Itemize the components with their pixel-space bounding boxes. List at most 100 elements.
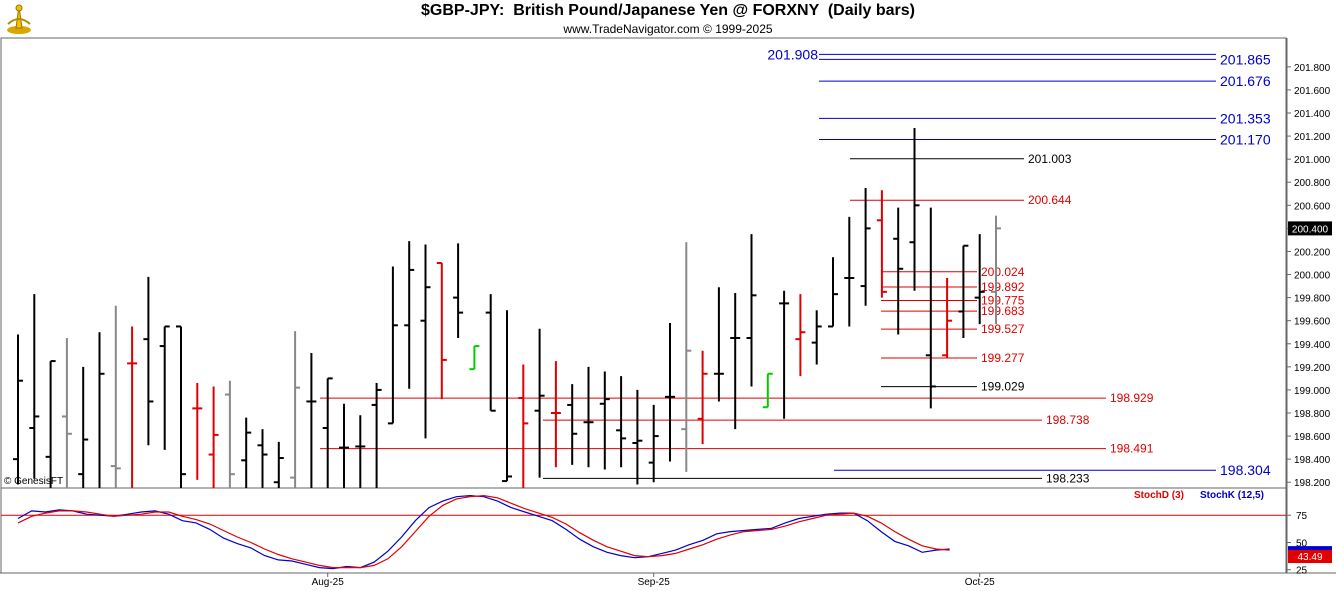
price-axis-tick-label: 198.200 xyxy=(1294,478,1331,489)
price-axis-tick-label: 200.600 xyxy=(1294,201,1331,212)
ohlc-bar xyxy=(159,325,170,450)
ohlc-bar xyxy=(795,294,806,377)
ohlc-bar xyxy=(518,364,529,488)
ohlc-bar xyxy=(224,380,235,488)
ohlc-bar xyxy=(192,383,203,480)
price-level-label: 201.865 xyxy=(1220,51,1271,67)
time-axis-tick-label: Aug-25 xyxy=(312,577,345,588)
ohlc-bar xyxy=(208,386,219,488)
ohlc-bar xyxy=(958,244,969,338)
price-axis-tick-label: 198.600 xyxy=(1294,432,1331,443)
price-axis-tick-label: 201.400 xyxy=(1294,109,1331,120)
price-axis-tick-label: 199.000 xyxy=(1294,386,1331,397)
ohlc-bar xyxy=(828,257,838,328)
ohlc-bar xyxy=(860,188,871,306)
ohlc-bar xyxy=(502,310,512,483)
price-axis-tick-label: 201.800 xyxy=(1294,63,1331,74)
price-axis-tick-label: 200.000 xyxy=(1294,271,1331,282)
ohlc-bar xyxy=(632,389,643,485)
ohlc-bar xyxy=(78,366,89,488)
ohlc-bar xyxy=(127,326,138,488)
ohlc-bar xyxy=(697,350,708,445)
ohlc-bar xyxy=(290,331,301,488)
ohlc-bar xyxy=(241,417,252,488)
price-level-label: 198.233 xyxy=(1046,471,1090,485)
ohlc-bar xyxy=(616,376,627,468)
price-level-label: 201.676 xyxy=(1220,73,1271,89)
ohlc-bar xyxy=(371,383,382,488)
price-level-label: 199.775 xyxy=(981,294,1025,308)
price-level-label: 199.683 xyxy=(981,304,1025,318)
ohlc-bar xyxy=(876,190,887,298)
ohlc-bar xyxy=(991,215,1001,325)
ohlc-bar xyxy=(942,278,953,358)
ohlc-bar xyxy=(110,305,121,488)
ohlc-bar xyxy=(811,310,822,365)
stochastic-layer: 75 50 25 43.49 StochD (3) StochK (12,5) xyxy=(1,490,1332,577)
price-level-label: 199.527 xyxy=(981,322,1025,336)
ohlc-bar xyxy=(404,241,415,389)
ohlc-bar xyxy=(61,338,72,488)
time-axis-labels: Aug-25 Sep-25 Oct-25 xyxy=(312,573,995,588)
ohlc-bar xyxy=(355,415,366,488)
ohlc-bar xyxy=(469,345,480,371)
ohlc-bar xyxy=(273,441,284,488)
ohlc-bar xyxy=(176,325,186,488)
price-level-label: 200.644 xyxy=(1028,193,1072,207)
ohlc-bar xyxy=(909,128,920,291)
ohlc-bar xyxy=(420,244,431,439)
ohlc-bar xyxy=(844,216,855,327)
time-axis-tick-label: Sep-25 xyxy=(638,577,671,588)
ohlc-bar xyxy=(713,287,724,402)
last-price-label: 200.400 xyxy=(1292,224,1329,235)
ohlc-bar xyxy=(599,371,610,470)
stochastic-legend-entry: StochD (3) xyxy=(1134,490,1184,501)
ohlc-bars-layer xyxy=(13,128,1001,488)
stochastic-last-value-label: 43.49 xyxy=(1297,552,1322,563)
price-axis-tick-label: 200.800 xyxy=(1294,178,1331,189)
ohlc-bar xyxy=(665,323,675,462)
ohlc-bar xyxy=(306,353,317,488)
stoch-d-line xyxy=(17,494,950,569)
chart-subtitle: www.TradeNavigator.com © 1999-2025 xyxy=(563,22,773,36)
time-axis-tick-label: Oct-25 xyxy=(965,577,995,588)
stochastic-panel-frame xyxy=(0,487,1287,574)
ohlc-bar xyxy=(13,334,23,485)
price-axis-tick-label: 199.400 xyxy=(1294,340,1331,351)
price-level-label: 198.738 xyxy=(1046,413,1090,427)
ohlc-bar xyxy=(779,290,790,419)
price-level-label: 198.304 xyxy=(1220,462,1271,478)
ohlc-bar xyxy=(485,294,496,412)
ohlc-bar xyxy=(534,328,545,478)
ohlc-bar xyxy=(746,234,757,387)
ohlc-bar xyxy=(45,360,56,488)
stochastic-legend-entry: StochK (12,5) xyxy=(1200,490,1264,501)
price-axis-tick-label: 199.800 xyxy=(1294,294,1331,305)
price-level-label: 201.908 xyxy=(767,46,818,62)
price-level-label: 198.929 xyxy=(1110,391,1154,405)
stochastic-axis-tick-label: 75 xyxy=(1296,511,1308,522)
price-axis-tick-label: 201.200 xyxy=(1294,132,1331,143)
ohlc-bar xyxy=(322,377,333,488)
price-level-label: 201.170 xyxy=(1220,132,1271,148)
price-axis-labels: 201.800 201.600 201.400 201.200 201.000 200.8… xyxy=(1287,63,1332,489)
ohlc-bar xyxy=(436,262,447,400)
ohlc-bar xyxy=(893,207,904,335)
ohlc-bar xyxy=(648,404,659,483)
stochastic-axis-tick-label: 25 xyxy=(1296,566,1308,577)
chart-header: $GBP-JPY: British Pound/Japanese Yen @ F… xyxy=(0,0,1336,38)
ohlc-bar xyxy=(925,207,936,409)
price-axis-tick-label: 199.200 xyxy=(1294,363,1331,374)
price-level-label: 201.003 xyxy=(1028,152,1072,166)
stochastic-lines xyxy=(17,494,950,570)
price-level-label: 199.277 xyxy=(981,351,1025,365)
price-panel-frame xyxy=(0,37,1287,489)
price-level-label: 201.353 xyxy=(1220,110,1271,126)
chart-title: $GBP-JPY: British Pound/Japanese Yen @ F… xyxy=(421,2,915,19)
ohlc-bar xyxy=(387,266,398,425)
ohlc-bar xyxy=(29,294,40,479)
ohlc-bar xyxy=(550,361,561,468)
price-axis-tick-label: 201.000 xyxy=(1294,155,1331,166)
price-level-label: 199.892 xyxy=(981,280,1025,294)
